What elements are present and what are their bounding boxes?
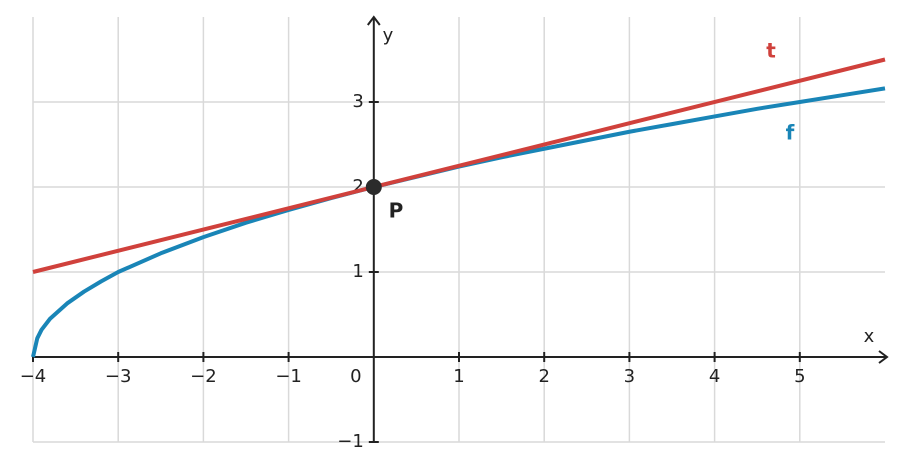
x-tick-label: −1: [275, 366, 302, 387]
x-axis-label: x: [864, 326, 875, 347]
point: [365, 179, 382, 195]
x-tick-label: 4: [709, 366, 720, 387]
y-axis-arrow: [367, 15, 381, 26]
plot: [31, 57, 886, 358]
x-tick-label: 5: [794, 366, 805, 387]
y-tick-label: −1: [337, 431, 364, 452]
x-tick-label: −3: [105, 366, 132, 387]
series-label: t: [766, 39, 776, 63]
y-tick-label: 3: [352, 91, 363, 112]
grid: [32, 17, 885, 443]
y-tick-label: 2: [352, 176, 363, 197]
x-tick-label: 3: [624, 366, 635, 387]
x-axis-arrow: [878, 350, 889, 364]
y-axis-label: y: [383, 25, 394, 46]
series-label: f: [786, 121, 795, 145]
x-tick-label: −4: [20, 366, 47, 387]
axes: −4 −3 −2 −1 0 1 2 3 4 5 −1 1 2 3: [20, 15, 889, 452]
x-tick-label: −2: [190, 366, 217, 387]
series-line: [32, 57, 886, 274]
x-tick-label: 2: [538, 366, 549, 387]
point-label: P: [389, 199, 404, 223]
y-tick-label: 1: [352, 261, 363, 282]
x-tick-label: 0: [350, 366, 361, 387]
x-tick-label: 1: [453, 366, 464, 387]
